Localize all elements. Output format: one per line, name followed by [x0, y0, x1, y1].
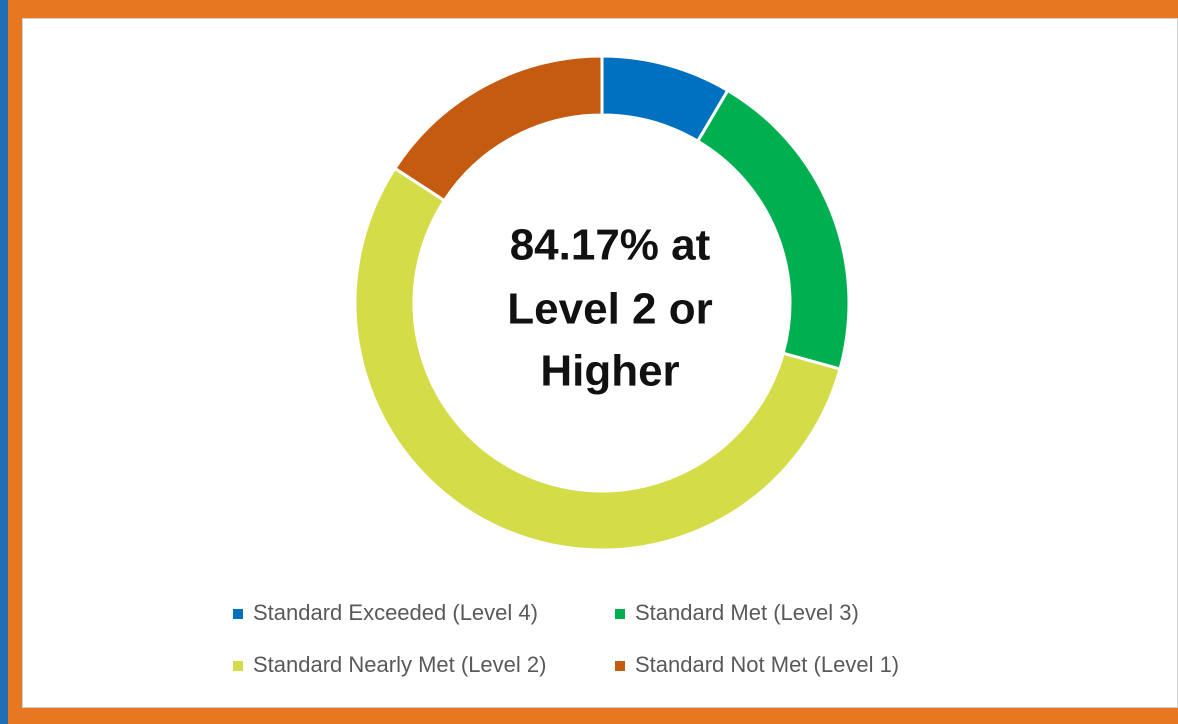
donut-segment	[353, 166, 842, 552]
legend-swatch	[233, 661, 243, 671]
legend-swatch	[615, 609, 625, 619]
center-text: 84.17% at	[510, 221, 711, 270]
legend-label: Standard Met (Level 3)	[635, 600, 859, 625]
frame-edge	[0, 0, 8, 724]
chart-panel	[22, 18, 1178, 708]
legend-label: Standard Exceeded (Level 4)	[253, 600, 538, 625]
donut-segment	[392, 54, 604, 203]
legend-label: Standard Not Met (Level 1)	[635, 652, 899, 677]
center-text: Higher	[540, 347, 679, 396]
legend-swatch	[233, 609, 243, 619]
donut-segment	[695, 88, 851, 371]
legend-swatch	[615, 661, 625, 671]
center-text: Level 2 or	[507, 285, 712, 334]
legend-label: Standard Nearly Met (Level 2)	[253, 652, 546, 677]
donut-segment	[600, 54, 730, 144]
